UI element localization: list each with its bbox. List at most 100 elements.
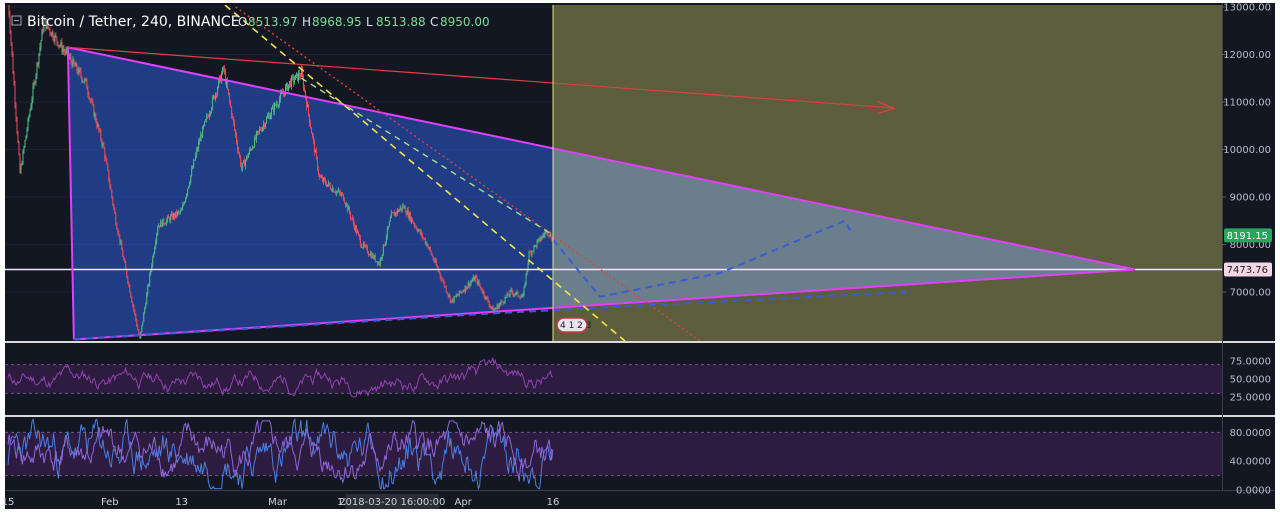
candle-body [61,42,63,52]
triangle-pattern-outline[interactable] [66,46,1136,341]
candle-body [188,186,190,189]
candle-body [385,237,387,243]
square-minus-icon[interactable] [11,15,22,26]
candle-body [459,290,461,293]
candle-body [517,291,519,297]
candle-body [137,325,139,330]
candle-body [153,253,155,257]
stoch-axis[interactable]: 80.0000 40.0000 0.0000 [1230,428,1271,497]
candle-body [182,205,184,210]
candle-body [464,285,466,292]
candle-body [405,212,407,215]
candle-body [340,193,342,195]
time-axis[interactable]: 15 Feb 13 Mar 12 Apr 16 2018-03-20 16:00:00 [2,494,560,509]
candle-body [95,114,97,122]
candle-body [176,211,178,216]
open-label: O [238,15,247,29]
price-axis[interactable]: 13000.00 12000.00 11000.00 10000.00 9000.00 8… [1222,3,1272,299]
forecast-path-blue-lower[interactable] [73,290,906,341]
candle-body [134,310,136,314]
candle-body [198,141,200,150]
candle-body [511,289,513,293]
candle-body [35,74,37,83]
candle-body [343,200,345,204]
candle-body [264,124,266,128]
candle-body [226,81,228,84]
candle-body [483,291,485,297]
candle-body [363,243,365,246]
close-value: 8950.00 [440,15,490,29]
candle-body [285,83,287,87]
stoch-pane[interactable] [5,418,1222,490]
candle-body [24,140,26,148]
candle-body [327,182,329,185]
candle-body [501,300,503,302]
pane-separator-stoch[interactable] [5,415,1275,417]
candle-body [288,81,290,85]
candle-body [44,19,46,20]
rsi-pane[interactable] [5,357,1222,398]
triangle-projection-fill[interactable] [553,148,1135,308]
candle-body [374,255,376,262]
candle-body [535,245,537,247]
candle-body [320,177,322,179]
candle-body [202,126,204,138]
candle-body [499,303,501,305]
candle-body [222,67,224,74]
candle-body [13,73,15,85]
candle-body [277,104,279,106]
trend-line-yellow-dashed[interactable] [224,5,626,341]
candle-body [526,269,528,274]
candle-body [527,263,529,270]
candle-body [443,281,445,287]
candle-body [300,69,302,77]
candle-body [185,197,187,203]
candle-body [112,197,114,205]
candle-body [424,238,426,244]
candle-body [151,265,153,271]
candle-body [528,251,530,264]
low-label: L [366,15,373,29]
candle-body [430,250,432,255]
candle-body [472,277,474,281]
candle-body [313,140,315,153]
crosshair-time-box [345,494,440,509]
candle-body [295,73,297,75]
candle-body [497,304,499,309]
price-pane[interactable]: 4 1 2 3 [5,0,1222,341]
event-badge[interactable]: 4 1 2 3 [556,317,592,333]
candle-body [402,205,404,208]
candle-body [131,297,133,303]
candle-body [293,79,295,83]
candle-body [445,286,447,293]
time-axis-label: 12 [337,497,350,508]
candle-body [227,81,229,90]
low-value: 8513.88 [376,15,426,29]
trend-line-green-dashed[interactable] [301,77,554,236]
candle-body [190,175,192,183]
pane-separator-rsi[interactable] [5,341,1275,343]
candle-body [532,250,534,252]
candle-body [364,245,366,247]
candle-body [371,254,373,259]
time-axis-label: 15 [2,497,15,508]
forecast-path-blue-upper[interactable] [552,219,851,298]
candle-body [225,71,227,84]
triangle-pattern-fill[interactable] [67,47,553,340]
candle-body [544,232,546,236]
candle-body [329,185,331,190]
trend-line-red[interactable] [67,46,891,109]
candle-body [537,239,539,242]
candle-body [258,131,260,132]
candle-body [184,202,186,204]
event-badge-label: 4 1 2 3 [560,321,592,331]
rsi-axis[interactable]: 75.0000 50.0000 25.0000 [1230,357,1271,404]
candle-body [200,135,202,141]
candle-body [111,190,113,198]
candle-body [45,19,47,29]
trend-line-red-dotted[interactable] [235,6,701,341]
candle-body [99,130,101,132]
candle-body [132,302,134,306]
